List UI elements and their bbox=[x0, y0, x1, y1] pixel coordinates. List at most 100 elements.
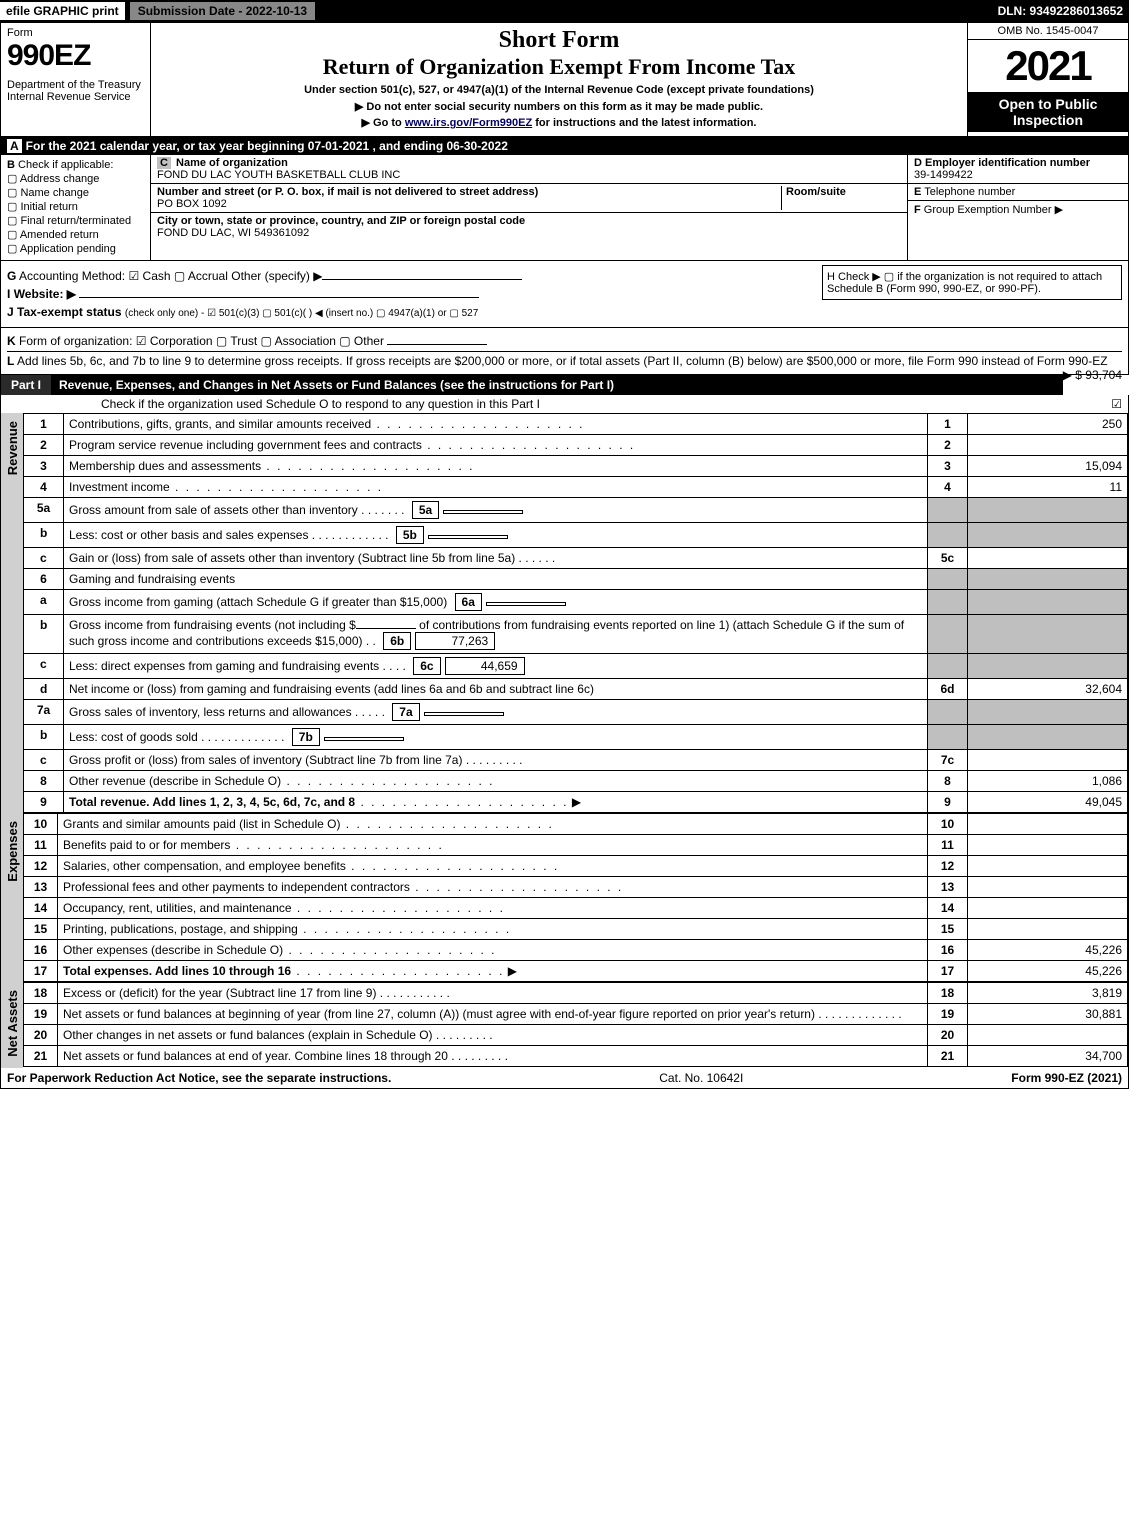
line-21-amt: 34,700 bbox=[968, 1046, 1128, 1067]
line-14-desc: Occupancy, rent, utilities, and maintena… bbox=[63, 901, 292, 915]
h-text: Check ▶ ▢ if the organization is not req… bbox=[827, 271, 1102, 295]
line-5b-num: b bbox=[24, 523, 64, 548]
footer-mid: Cat. No. 10642I bbox=[391, 1071, 1011, 1085]
line-11-box: 11 bbox=[928, 835, 968, 856]
submission-date: Submission Date - 2022-10-13 bbox=[129, 1, 316, 21]
line-5b-inner: 5b bbox=[396, 526, 424, 544]
line-11-num: 11 bbox=[24, 835, 58, 856]
chk-amended-return[interactable]: Amended return bbox=[7, 228, 144, 241]
irs-link[interactable]: www.irs.gov/Form990EZ bbox=[405, 117, 532, 129]
line-6c-amt-shaded bbox=[968, 654, 1128, 679]
line-1-num: 1 bbox=[24, 414, 64, 435]
k-other-field[interactable] bbox=[387, 344, 487, 345]
form-header: Form 990EZ Department of the Treasury In… bbox=[0, 22, 1129, 137]
line-6b-blank bbox=[356, 628, 416, 629]
line-8-box: 8 bbox=[928, 771, 968, 792]
line-16-amt: 45,226 bbox=[968, 940, 1128, 961]
omb-number: OMB No. 1545-0047 bbox=[968, 23, 1128, 40]
line-5a-inner: 5a bbox=[412, 501, 439, 519]
line-5c-desc: Gain or (loss) from sale of assets other… bbox=[69, 551, 515, 565]
line-6d-desc: Net income or (loss) from gaming and fun… bbox=[64, 679, 928, 700]
line-16-desc: Other expenses (describe in Schedule O) bbox=[63, 943, 283, 957]
g-other-field[interactable] bbox=[322, 279, 522, 280]
line-5a-num: 5a bbox=[24, 498, 64, 523]
g-options: ☑ Cash ▢ Accrual Other (specify) ▶ bbox=[128, 269, 322, 283]
line-7b-inneramt bbox=[324, 737, 404, 741]
line-18-box: 18 bbox=[928, 983, 968, 1004]
line-21-num: 21 bbox=[24, 1046, 58, 1067]
form-title-1: Short Form bbox=[155, 27, 963, 54]
line-2-box: 2 bbox=[928, 435, 968, 456]
section-h: H Check ▶ ▢ if the organization is not r… bbox=[822, 265, 1122, 300]
line-7a-inneramt bbox=[424, 712, 504, 716]
line-12-amt bbox=[968, 856, 1128, 877]
ssn-warning: ▶ Do not enter social security numbers o… bbox=[155, 100, 963, 113]
line-1-amt: 250 bbox=[968, 414, 1128, 435]
line-6b-inner: 6b bbox=[383, 632, 411, 650]
section-ghij: H Check ▶ ▢ if the organization is not r… bbox=[0, 261, 1129, 328]
line-6b-box-shaded bbox=[928, 615, 968, 654]
line-20-num: 20 bbox=[24, 1025, 58, 1046]
chk-final-return[interactable]: Final return/terminated bbox=[7, 214, 144, 227]
org-address: PO BOX 1092 bbox=[157, 198, 227, 210]
expenses-section: Expenses 10Grants and similar amounts pa… bbox=[0, 813, 1129, 982]
line-17-num: 17 bbox=[24, 961, 58, 982]
line-8-amt: 1,086 bbox=[968, 771, 1128, 792]
l-amount: ▶ $ 93,704 bbox=[1063, 368, 1122, 382]
line-9-amt: 49,045 bbox=[968, 792, 1128, 813]
line-5c-box: 5c bbox=[928, 548, 968, 569]
line-6a-num: a bbox=[24, 590, 64, 615]
chk-address-change[interactable]: Address change bbox=[7, 172, 144, 185]
line-6d-num: d bbox=[24, 679, 64, 700]
revenue-section: Revenue 1Contributions, gifts, grants, a… bbox=[0, 413, 1129, 813]
line-7a-inner: 7a bbox=[392, 703, 419, 721]
line-5c-num: c bbox=[24, 548, 64, 569]
chk-application-pending[interactable]: Application pending bbox=[7, 242, 144, 255]
line-19-box: 19 bbox=[928, 1004, 968, 1025]
netassets-table: 18Excess or (deficit) for the year (Subt… bbox=[23, 982, 1128, 1067]
part1-header: Part I Revenue, Expenses, and Changes in… bbox=[0, 375, 1063, 395]
line-11-desc: Benefits paid to or for members bbox=[63, 838, 230, 852]
g-label: Accounting Method: bbox=[19, 269, 125, 283]
row-a: AFor the 2021 calendar year, or tax year… bbox=[0, 137, 1129, 155]
letter-l: L bbox=[7, 354, 14, 368]
line-12-num: 12 bbox=[24, 856, 58, 877]
line-4-box: 4 bbox=[928, 477, 968, 498]
line-8-desc: Other revenue (describe in Schedule O) bbox=[69, 774, 281, 788]
line-6d-box: 6d bbox=[928, 679, 968, 700]
part1-checkbox[interactable]: ☑ bbox=[1111, 397, 1122, 411]
k-label: Form of organization: bbox=[19, 334, 132, 348]
line-7b-box-shaded bbox=[928, 725, 968, 750]
line-4-amt: 11 bbox=[968, 477, 1128, 498]
line-20-box: 20 bbox=[928, 1025, 968, 1046]
l-text: Add lines 5b, 6c, and 7b to line 9 to de… bbox=[17, 354, 1108, 368]
line-10-num: 10 bbox=[24, 814, 58, 835]
chk-name-change[interactable]: Name change bbox=[7, 186, 144, 199]
line-17-amt: 45,226 bbox=[968, 961, 1128, 982]
line-15-amt bbox=[968, 919, 1128, 940]
line-19-desc: Net assets or fund balances at beginning… bbox=[63, 1007, 815, 1021]
chk-initial-return[interactable]: Initial return bbox=[7, 200, 144, 213]
section-bcdef: B Check if applicable: Address change Na… bbox=[0, 155, 1129, 261]
letter-a: A bbox=[7, 139, 22, 153]
line-7c-num: c bbox=[24, 750, 64, 771]
room-label: Room/suite bbox=[786, 186, 846, 198]
dln: DLN: 93492286013652 bbox=[998, 4, 1129, 18]
line-6d-amt: 32,604 bbox=[968, 679, 1128, 700]
line-9-desc: Total revenue. Add lines 1, 2, 3, 4, 5c,… bbox=[69, 795, 355, 809]
line-2-amt bbox=[968, 435, 1128, 456]
part1-title: Revenue, Expenses, and Changes in Net As… bbox=[59, 375, 1062, 395]
line-7a-desc: Gross sales of inventory, less returns a… bbox=[69, 705, 352, 719]
line-1-box: 1 bbox=[928, 414, 968, 435]
part1-label: Part I bbox=[1, 375, 51, 395]
form-subtitle: Under section 501(c), 527, or 4947(a)(1)… bbox=[155, 84, 963, 96]
letter-i: I bbox=[7, 287, 10, 301]
line-6a-desc: Gross income from gaming (attach Schedul… bbox=[69, 595, 447, 609]
website-field[interactable] bbox=[79, 297, 479, 298]
line-7c-box: 7c bbox=[928, 750, 968, 771]
line-7b-desc: Less: cost of goods sold bbox=[69, 730, 198, 744]
line-18-num: 18 bbox=[24, 983, 58, 1004]
line-8-num: 8 bbox=[24, 771, 64, 792]
line-5a-desc: Gross amount from sale of assets other t… bbox=[69, 503, 358, 517]
line-5b-desc: Less: cost or other basis and sales expe… bbox=[69, 528, 308, 542]
